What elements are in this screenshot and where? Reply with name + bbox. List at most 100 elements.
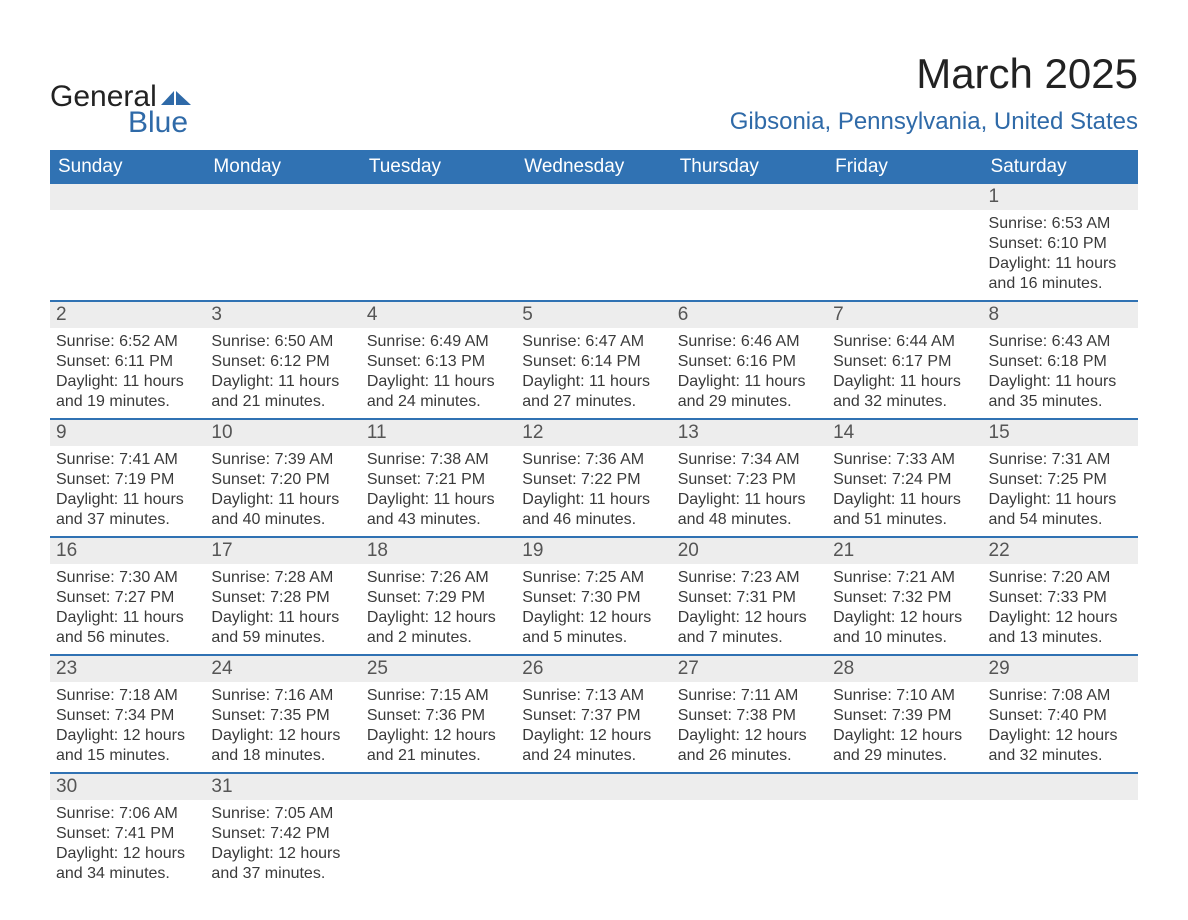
daylight-line: Daylight: 12 hours and 24 minutes.: [522, 726, 665, 766]
day-number: 8: [983, 302, 1138, 328]
sunrise-line: Sunrise: 6:53 AM: [989, 214, 1132, 234]
weekday-header: Friday: [827, 150, 982, 184]
day-details: Sunrise: 7:30 AMSunset: 7:27 PMDaylight:…: [50, 564, 205, 654]
sunset-line: Sunset: 6:17 PM: [833, 352, 976, 372]
day-number: 18: [361, 538, 516, 564]
day-details: Sunrise: 6:47 AMSunset: 6:14 PMDaylight:…: [516, 328, 671, 418]
sunset-line: Sunset: 7:29 PM: [367, 588, 510, 608]
sunset-line: Sunset: 7:20 PM: [211, 470, 354, 490]
day-number: [827, 184, 982, 210]
day-details: Sunrise: 7:31 AMSunset: 7:25 PMDaylight:…: [983, 446, 1138, 536]
calendar-day-cell: 20Sunrise: 7:23 AMSunset: 7:31 PMDayligh…: [672, 537, 827, 655]
day-number: 9: [50, 420, 205, 446]
day-details: [361, 800, 516, 810]
daylight-line: Daylight: 11 hours and 48 minutes.: [678, 490, 821, 530]
calendar-week-row: 9Sunrise: 7:41 AMSunset: 7:19 PMDaylight…: [50, 419, 1138, 537]
calendar-day-cell: 29Sunrise: 7:08 AMSunset: 7:40 PMDayligh…: [983, 655, 1138, 773]
day-number: 23: [50, 656, 205, 682]
calendar-day-cell: 22Sunrise: 7:20 AMSunset: 7:33 PMDayligh…: [983, 537, 1138, 655]
location-subtitle: Gibsonia, Pennsylvania, United States: [730, 108, 1138, 136]
day-number: 19: [516, 538, 671, 564]
daylight-line: Daylight: 12 hours and 13 minutes.: [989, 608, 1132, 648]
day-details: [516, 210, 671, 220]
calendar-day-cell: [361, 184, 516, 301]
day-number: 1: [983, 184, 1138, 210]
day-number: 16: [50, 538, 205, 564]
daylight-line: Daylight: 11 hours and 16 minutes.: [989, 254, 1132, 294]
daylight-line: Daylight: 12 hours and 15 minutes.: [56, 726, 199, 766]
sunrise-line: Sunrise: 6:52 AM: [56, 332, 199, 352]
sunset-line: Sunset: 7:39 PM: [833, 706, 976, 726]
day-number: 29: [983, 656, 1138, 682]
weekday-header: Sunday: [50, 150, 205, 184]
daylight-line: Daylight: 12 hours and 5 minutes.: [522, 608, 665, 648]
sunrise-line: Sunrise: 7:11 AM: [678, 686, 821, 706]
day-number: [361, 774, 516, 800]
day-number: 7: [827, 302, 982, 328]
day-number: 4: [361, 302, 516, 328]
sunrise-line: Sunrise: 7:05 AM: [211, 804, 354, 824]
page-title: March 2025: [730, 50, 1138, 98]
day-details: Sunrise: 7:15 AMSunset: 7:36 PMDaylight:…: [361, 682, 516, 772]
daylight-line: Daylight: 11 hours and 43 minutes.: [367, 490, 510, 530]
sunset-line: Sunset: 7:38 PM: [678, 706, 821, 726]
day-details: Sunrise: 7:16 AMSunset: 7:35 PMDaylight:…: [205, 682, 360, 772]
logo-text-blue: Blue: [128, 106, 191, 140]
sunset-line: Sunset: 6:12 PM: [211, 352, 354, 372]
sunset-line: Sunset: 7:22 PM: [522, 470, 665, 490]
day-number: [50, 184, 205, 210]
daylight-line: Daylight: 12 hours and 32 minutes.: [989, 726, 1132, 766]
day-details: Sunrise: 7:36 AMSunset: 7:22 PMDaylight:…: [516, 446, 671, 536]
day-details: [827, 210, 982, 220]
daylight-line: Daylight: 11 hours and 51 minutes.: [833, 490, 976, 530]
day-details: Sunrise: 7:25 AMSunset: 7:30 PMDaylight:…: [516, 564, 671, 654]
day-number: 21: [827, 538, 982, 564]
day-number: 2: [50, 302, 205, 328]
calendar-day-cell: 30Sunrise: 7:06 AMSunset: 7:41 PMDayligh…: [50, 773, 205, 890]
sunrise-line: Sunrise: 7:16 AM: [211, 686, 354, 706]
calendar-week-row: 2Sunrise: 6:52 AMSunset: 6:11 PMDaylight…: [50, 301, 1138, 419]
day-details: [983, 800, 1138, 810]
calendar-day-cell: [50, 184, 205, 301]
weekday-header: Monday: [205, 150, 360, 184]
sunrise-line: Sunrise: 7:13 AM: [522, 686, 665, 706]
day-number: [672, 184, 827, 210]
daylight-line: Daylight: 12 hours and 2 minutes.: [367, 608, 510, 648]
daylight-line: Daylight: 11 hours and 21 minutes.: [211, 372, 354, 412]
calendar-week-row: 30Sunrise: 7:06 AMSunset: 7:41 PMDayligh…: [50, 773, 1138, 890]
calendar-week-row: 16Sunrise: 7:30 AMSunset: 7:27 PMDayligh…: [50, 537, 1138, 655]
weekday-header: Saturday: [983, 150, 1138, 184]
daylight-line: Daylight: 11 hours and 24 minutes.: [367, 372, 510, 412]
calendar-day-cell: 14Sunrise: 7:33 AMSunset: 7:24 PMDayligh…: [827, 419, 982, 537]
sunset-line: Sunset: 7:27 PM: [56, 588, 199, 608]
sunrise-line: Sunrise: 7:20 AM: [989, 568, 1132, 588]
day-details: Sunrise: 7:33 AMSunset: 7:24 PMDaylight:…: [827, 446, 982, 536]
calendar-day-cell: [827, 773, 982, 890]
sunrise-line: Sunrise: 6:44 AM: [833, 332, 976, 352]
day-details: Sunrise: 7:06 AMSunset: 7:41 PMDaylight:…: [50, 800, 205, 890]
day-details: Sunrise: 7:08 AMSunset: 7:40 PMDaylight:…: [983, 682, 1138, 772]
calendar-table: SundayMondayTuesdayWednesdayThursdayFrid…: [50, 150, 1138, 890]
daylight-line: Daylight: 12 hours and 34 minutes.: [56, 844, 199, 884]
daylight-line: Daylight: 12 hours and 29 minutes.: [833, 726, 976, 766]
sunset-line: Sunset: 6:10 PM: [989, 234, 1132, 254]
day-number: 12: [516, 420, 671, 446]
sunrise-line: Sunrise: 7:15 AM: [367, 686, 510, 706]
day-details: Sunrise: 7:11 AMSunset: 7:38 PMDaylight:…: [672, 682, 827, 772]
day-number: 28: [827, 656, 982, 682]
sunset-line: Sunset: 7:42 PM: [211, 824, 354, 844]
day-number: 15: [983, 420, 1138, 446]
sunset-line: Sunset: 7:24 PM: [833, 470, 976, 490]
day-details: Sunrise: 6:50 AMSunset: 6:12 PMDaylight:…: [205, 328, 360, 418]
daylight-line: Daylight: 12 hours and 18 minutes.: [211, 726, 354, 766]
sunset-line: Sunset: 6:14 PM: [522, 352, 665, 372]
sunset-line: Sunset: 7:40 PM: [989, 706, 1132, 726]
sunrise-line: Sunrise: 6:49 AM: [367, 332, 510, 352]
day-details: Sunrise: 6:44 AMSunset: 6:17 PMDaylight:…: [827, 328, 982, 418]
daylight-line: Daylight: 12 hours and 7 minutes.: [678, 608, 821, 648]
calendar-day-cell: 5Sunrise: 6:47 AMSunset: 6:14 PMDaylight…: [516, 301, 671, 419]
day-details: Sunrise: 6:46 AMSunset: 6:16 PMDaylight:…: [672, 328, 827, 418]
daylight-line: Daylight: 12 hours and 10 minutes.: [833, 608, 976, 648]
day-number: 13: [672, 420, 827, 446]
sunset-line: Sunset: 7:25 PM: [989, 470, 1132, 490]
